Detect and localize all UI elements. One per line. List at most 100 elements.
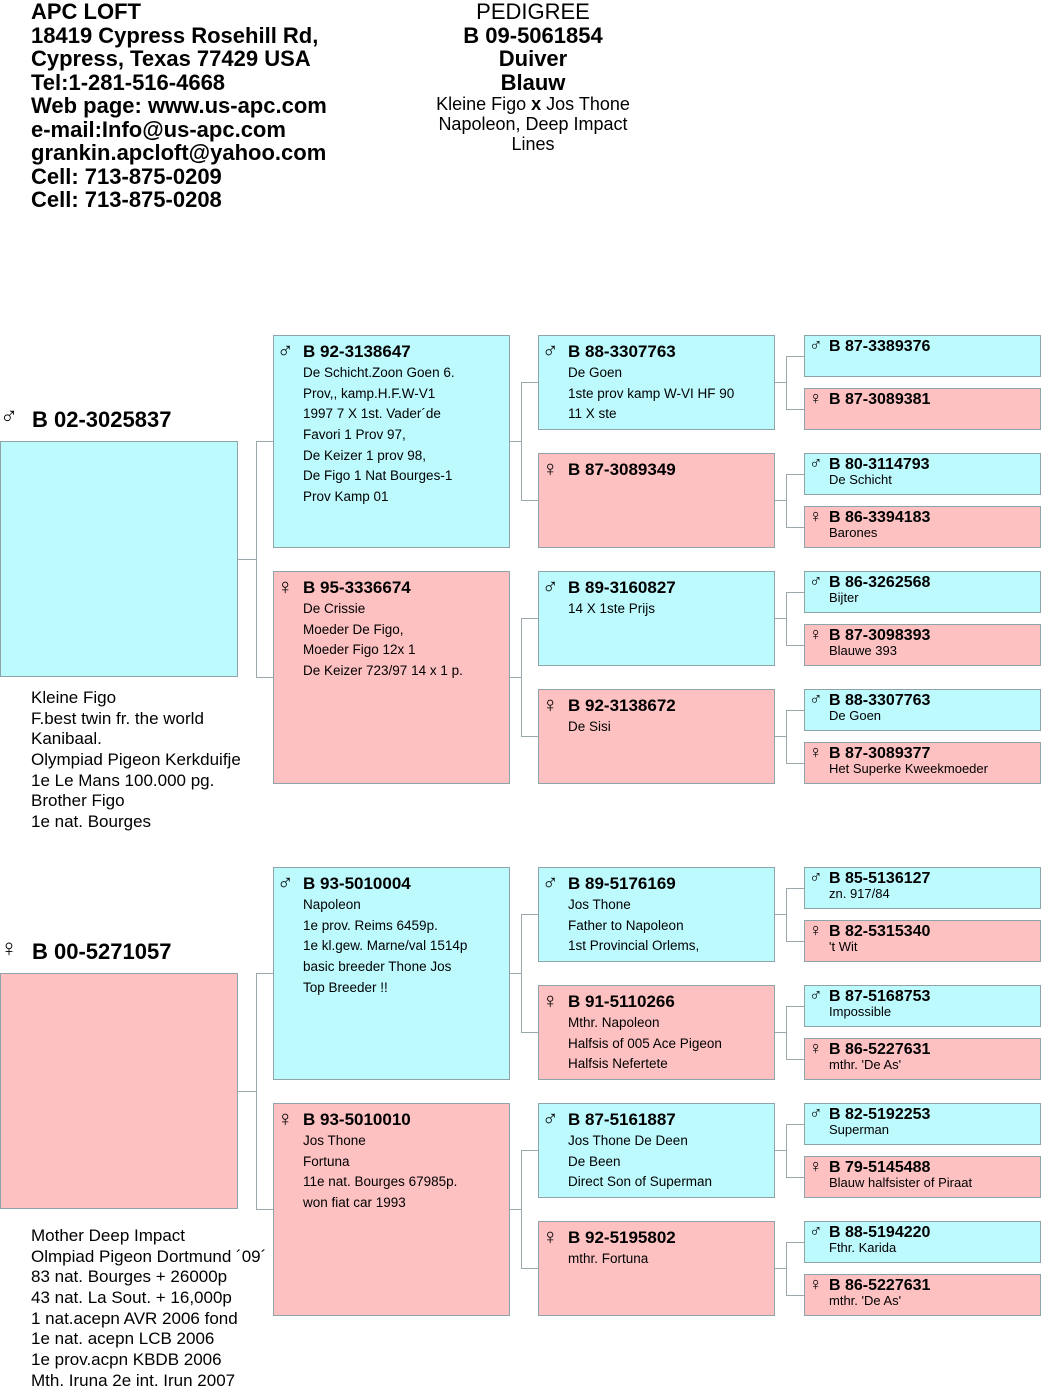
dam-photo-box	[0, 973, 238, 1209]
connector-line	[775, 382, 786, 383]
card-note: mthr. Fortuna	[568, 1251, 649, 1266]
ring-number: B 91-5110266	[568, 992, 675, 1011]
connector-line	[786, 888, 804, 889]
connector-line	[786, 592, 787, 646]
card-note: Barones	[829, 525, 878, 540]
connector-line	[510, 441, 521, 442]
card-note: Napoleon	[303, 897, 361, 912]
great-grandparent-card: ♀ B 91-5110266 Mthr. Napoleon Halfsis of 00…	[538, 985, 775, 1080]
ring-number: B 85-5136127	[829, 870, 931, 887]
ancestor-card: ♀ B 86-5227631 mthr. 'De As'	[804, 1038, 1041, 1080]
connector-line	[786, 888, 787, 942]
card-notes: Napoleon 1e prov. Reims 6459p. 1e kl.gew. …	[303, 895, 467, 998]
card-note: Favori 1 Prov 97,	[303, 427, 406, 443]
card-note: zn. 917/84	[829, 886, 890, 901]
ring-number: B 89-3160827	[568, 578, 676, 597]
card-note: Top Breeder !!	[303, 979, 388, 995]
connector-line	[775, 1150, 786, 1151]
ring-number: B 87-5168753	[829, 988, 931, 1005]
card-note: basic breeder Thone Jos	[303, 959, 452, 975]
connector-line	[786, 941, 804, 942]
card-note: Jos Thone	[568, 897, 631, 912]
dam-note: 43 nat. La Sout. + 16,000p	[31, 1288, 232, 1308]
loft-cell-1: Cell: 713-875-0209	[31, 163, 222, 189]
card-note: Jos Thone De Deen	[568, 1133, 688, 1148]
grandparent-card: ♂ B 92-3138647 De Schicht.Zoon Goen 6. Prov…	[273, 335, 510, 548]
loft-webpage: Web page: www.us-apc.com	[31, 93, 327, 118]
card-notes: De Schicht.Zoon Goen 6. Prov,, kamp.H.F.W…	[303, 363, 455, 508]
sire-note: 1e nat. Bourges	[31, 812, 152, 832]
connector-line	[775, 1268, 786, 1269]
sire-note: Kleine Figo	[31, 688, 117, 707]
card-note: Moeder Figo 12x 1	[303, 642, 416, 658]
card-note: Father to Napoleon	[568, 917, 684, 933]
card-notes: Jos Thone De Deen De Been Direct Son of Su…	[568, 1131, 712, 1193]
pedigree-cross: Kleine Figo x Jos Thone	[420, 94, 646, 114]
sire-note: F.best twin fr. the world	[31, 708, 204, 728]
card-note: Jos Thone	[303, 1133, 366, 1148]
female-icon: ♀	[809, 1038, 823, 1058]
ring-number: B 87-3089349	[568, 460, 676, 479]
ring-number: B 88-5194220	[829, 1224, 931, 1241]
cross-dam: Jos Thone	[541, 94, 630, 114]
card-note: Moeder De Figo,	[303, 621, 404, 637]
connector-line	[786, 763, 804, 764]
connector-line	[521, 1150, 538, 1151]
ring-number: B 88-3307763	[568, 342, 676, 361]
connector-line	[521, 914, 538, 915]
connector-line	[510, 1209, 521, 1210]
ring-number: B 86-3394183	[829, 509, 931, 526]
connector-line	[521, 500, 538, 501]
connector-line	[775, 500, 786, 501]
great-grandparent-card: ♂ B 87-5161887 Jos Thone De Deen De Been Dir…	[538, 1103, 775, 1198]
card-notes: De Goen 1ste prov kamp W-VI HF 90 11 X ste	[568, 363, 734, 425]
connector-line	[521, 1150, 522, 1269]
male-icon: ♂	[542, 574, 559, 599]
pedigree-title-block: PEDIGREE B 09-5061854 Duiver Blauw Klein…	[420, 0, 646, 154]
card-notes: 14 X 1ste Prijs	[568, 599, 655, 620]
ancestor-card: ♂ B 86-3262568 Bijter	[804, 571, 1041, 613]
male-icon: ♂	[809, 867, 823, 887]
ancestor-card: ♀ B 79-5145488 Blauw halfsister of Piraat	[804, 1156, 1041, 1198]
sire-ring: B 02-3025837	[32, 407, 172, 432]
card-note: 1997 7 X 1st. Vader´de	[303, 406, 441, 422]
female-icon: ♀	[809, 506, 823, 526]
male-icon: ♂	[809, 689, 823, 709]
great-grandparent-card: ♀ B 92-5195802 mthr. Fortuna	[538, 1221, 775, 1316]
female-icon: ♀	[542, 456, 559, 481]
card-note: Impossible	[829, 1004, 892, 1019]
connector-line	[256, 973, 273, 974]
loft-email-2: grankin.apcloft@yahoo.com	[31, 140, 327, 165]
connector-line	[521, 1032, 538, 1033]
connector-line	[256, 441, 273, 442]
sire-note: Kanibaal.	[31, 729, 102, 749]
male-icon: ♂	[809, 1221, 823, 1241]
sire-note: 1e Le Mans 100.000 pg.	[31, 770, 215, 790]
card-note: De Goen	[568, 365, 623, 380]
great-grandparent-card: ♂ B 88-3307763 De Goen 1ste prov kamp W-VI …	[538, 335, 775, 430]
connector-line	[786, 645, 804, 646]
card-notes: mthr. Fortuna	[568, 1249, 648, 1270]
grandparent-card: ♀ B 95-3336674 De Crissie Moeder De Figo, Mo…	[273, 571, 510, 784]
connector-line	[256, 441, 257, 678]
connector-line	[786, 710, 787, 764]
connector-line	[510, 973, 521, 974]
connector-line	[786, 1177, 804, 1178]
grandparent-card: ♂ B 93-5010004 Napoleon 1e prov. Reims 6459…	[273, 867, 510, 1080]
card-note: De Schicht.Zoon Goen 6.	[303, 365, 455, 380]
connector-line	[256, 973, 257, 1210]
connector-line	[786, 592, 804, 593]
great-grandparent-card: ♀ B 87-3089349	[538, 453, 775, 548]
ring-number: B 79-5145488	[829, 1159, 931, 1176]
card-note: 't Wit	[829, 939, 858, 954]
card-note: Prov,, kamp.H.F.W-V1	[303, 385, 436, 401]
loft-name: APC LOFT	[31, 0, 141, 24]
female-icon: ♀	[809, 388, 823, 408]
dam-note: 1 nat.acepn AVR 2006 fond	[31, 1308, 238, 1328]
pedigree-lines-1: Napoleon, Deep Impact	[438, 114, 628, 134]
connector-line	[786, 1006, 787, 1060]
female-icon: ♀	[277, 1106, 294, 1131]
dam-notes: Mother Deep Impact Olmpiad Pigeon Dortmu…	[31, 1226, 266, 1392]
card-note: 11e nat. Bourges 67985p.	[303, 1174, 458, 1190]
pedigree-ring: B 09-5061854	[463, 22, 603, 48]
